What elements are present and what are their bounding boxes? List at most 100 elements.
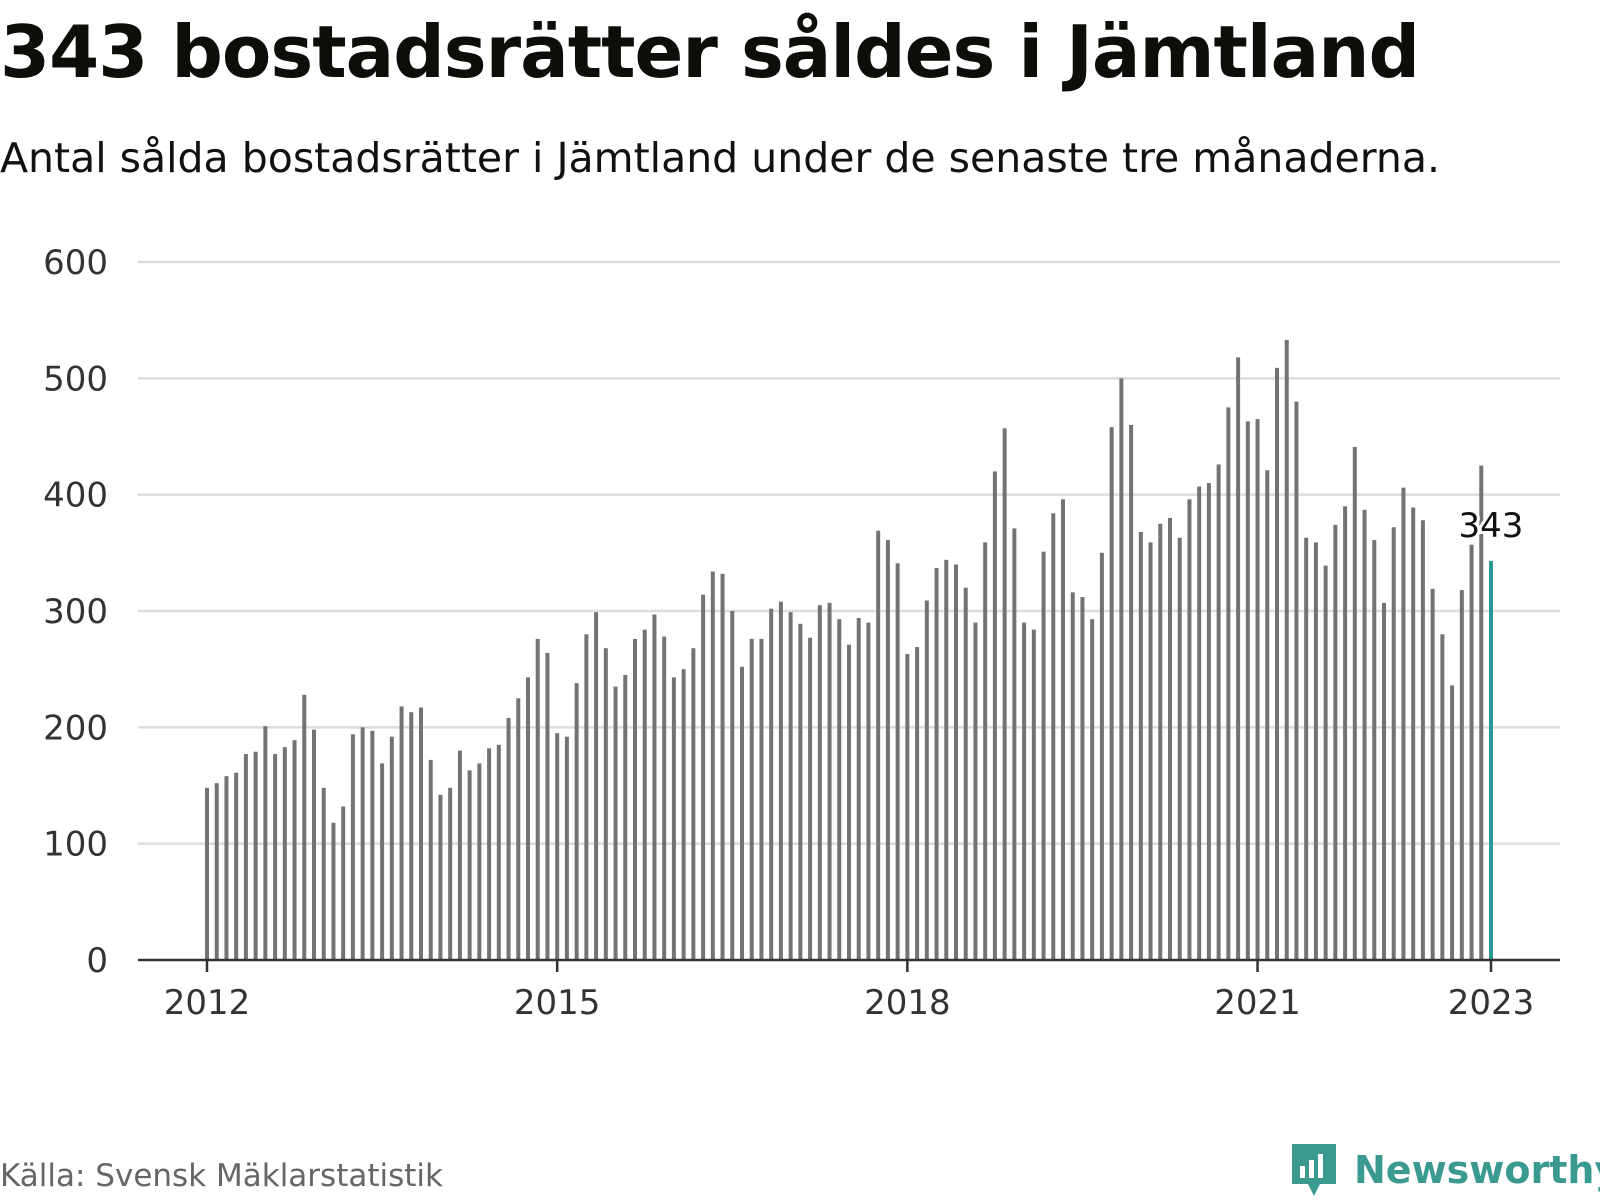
- bar: [496, 744, 501, 960]
- x-tick-label: 2012: [164, 983, 251, 1023]
- bar: [1109, 427, 1114, 960]
- bar: [652, 614, 657, 960]
- bar: [798, 623, 803, 960]
- bar: [885, 540, 890, 960]
- bar: [1255, 419, 1260, 960]
- bar: [1333, 524, 1338, 960]
- bar: [535, 638, 540, 960]
- bar: [973, 622, 978, 960]
- bar: [1362, 509, 1367, 960]
- bar: [477, 763, 482, 960]
- bar: [1343, 506, 1348, 960]
- bar: [1148, 542, 1153, 960]
- brand-logo: Newsworthy: [1288, 1140, 1600, 1200]
- bar: [1031, 629, 1036, 960]
- bar: [1420, 520, 1425, 960]
- bar: [1012, 528, 1017, 960]
- bar: [1187, 499, 1192, 960]
- bar: [963, 587, 968, 960]
- bar: [1206, 483, 1211, 960]
- bar: [876, 530, 881, 960]
- bar: [1119, 378, 1124, 960]
- bar: [1158, 523, 1163, 960]
- annotations: 343: [1456, 503, 1527, 549]
- bar: [856, 617, 861, 960]
- bar: [555, 733, 560, 960]
- bar: [671, 677, 676, 960]
- bar: [895, 563, 900, 960]
- bar: [399, 706, 404, 960]
- bar: [633, 638, 637, 960]
- bar: [428, 759, 433, 960]
- y-tick-label: 0: [86, 941, 108, 981]
- bar: [370, 730, 375, 960]
- bar: [214, 783, 219, 960]
- x-tick-label: 2018: [864, 983, 951, 1023]
- bar: [1099, 552, 1104, 960]
- bar: [380, 763, 385, 960]
- bar: [1168, 517, 1172, 960]
- bar: [409, 712, 414, 960]
- bar: [438, 794, 443, 960]
- bar: [1080, 597, 1085, 960]
- bar: [312, 729, 316, 960]
- bar: [749, 638, 754, 960]
- y-tick-label: 300: [43, 592, 108, 632]
- bar: [1479, 465, 1484, 960]
- bar: [983, 542, 988, 960]
- bar: [1440, 634, 1445, 960]
- bar: [1401, 487, 1406, 960]
- x-axis: 2012 2015 2018 2021 2023: [138, 958, 1560, 1023]
- bar: [1265, 470, 1270, 960]
- newsworthy-logo-icon: [1292, 1144, 1336, 1196]
- bar: [1391, 527, 1396, 960]
- y-tick-label: 200: [43, 708, 108, 748]
- bar: [487, 748, 492, 960]
- bar: [905, 654, 910, 960]
- bar: [1245, 421, 1250, 960]
- brand-name: Newsworthy: [1354, 1148, 1600, 1192]
- bar: [1002, 428, 1007, 960]
- bar: [1382, 602, 1386, 960]
- bar: [273, 754, 278, 960]
- bar: [516, 698, 521, 960]
- bar: [1275, 367, 1279, 960]
- bar: [574, 683, 579, 960]
- chart-subtitle: Antal sålda bostadsrätter i Jämtland und…: [0, 134, 1441, 182]
- bar: [1372, 540, 1377, 960]
- bar: [827, 602, 832, 960]
- bar: [701, 594, 706, 960]
- bar: [992, 471, 997, 960]
- bar: [1323, 565, 1328, 960]
- bar: [594, 612, 599, 960]
- bar: [564, 736, 569, 960]
- bar: [1061, 499, 1065, 960]
- bar: [915, 647, 920, 960]
- bar: [1450, 685, 1455, 960]
- bar: [1216, 464, 1221, 960]
- bar: [321, 787, 326, 960]
- bar: [457, 750, 462, 960]
- bar: [817, 605, 822, 960]
- bar: [740, 666, 744, 960]
- bar: [419, 707, 423, 960]
- y-tick-label: 600: [43, 243, 108, 283]
- bar: [662, 636, 667, 960]
- bar: [1236, 357, 1241, 961]
- x-tick-label: 2015: [514, 983, 601, 1023]
- highlight-value-label: 343: [1459, 506, 1524, 546]
- bar: [1294, 401, 1299, 961]
- source-note: Källa: Svensk Mäklarstatistik: [0, 1158, 443, 1194]
- bar: [282, 747, 287, 960]
- highlight-bar: [1489, 560, 1493, 960]
- bar: [1411, 507, 1416, 960]
- bar: [1070, 592, 1075, 960]
- bar: [603, 648, 608, 960]
- bar: [954, 564, 958, 960]
- bar: [1090, 619, 1095, 960]
- bar: [205, 787, 209, 960]
- y-tick-label: 100: [43, 825, 108, 865]
- bar: [691, 648, 696, 960]
- bar: [253, 751, 258, 960]
- bar: [389, 736, 394, 960]
